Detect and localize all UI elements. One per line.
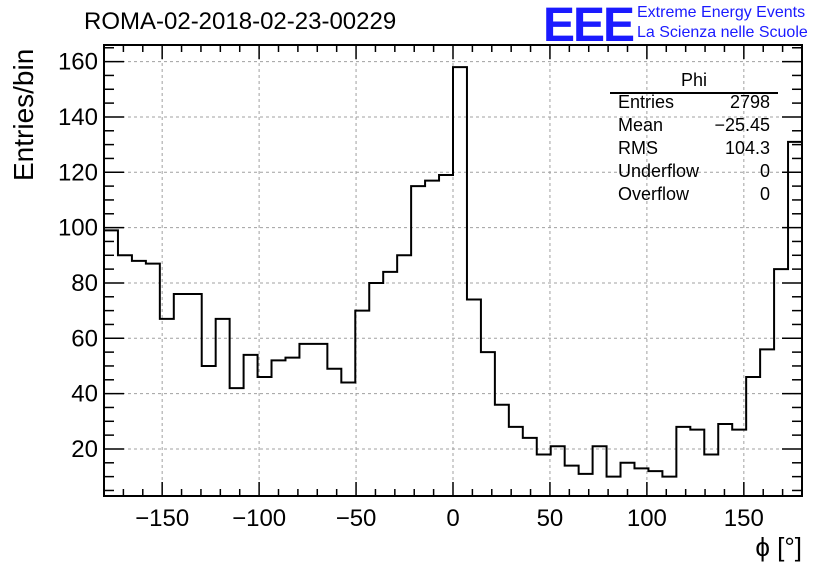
- x-axis-label: ϕ [°]: [755, 532, 802, 562]
- y-tick-label: 140: [58, 104, 98, 131]
- y-tick-label: 160: [58, 49, 98, 76]
- y-tick-label: 120: [58, 159, 98, 186]
- stats-value: 0: [759, 161, 770, 181]
- stats-value: 0: [759, 184, 770, 204]
- x-tick-label: −150: [135, 505, 189, 532]
- stats-value: −25.45: [714, 115, 770, 135]
- y-tick-label: 100: [58, 215, 98, 242]
- x-tick-label: 0: [446, 505, 459, 532]
- stats-key: RMS: [618, 138, 658, 158]
- stats-box-title: Phi: [680, 70, 707, 90]
- y-axis-label: Entries/bin: [8, 48, 39, 181]
- x-tick-label: 150: [724, 505, 764, 532]
- x-tick-label: 100: [627, 505, 667, 532]
- brand-line-1: Extreme Energy Events: [637, 4, 806, 21]
- tick-labels: −150 −100 −50 0 50 100 150 20 40 60 80 100 120 140 160: [58, 49, 764, 532]
- stats-box-divider: [610, 92, 778, 94]
- brand-line-2: La Scienza nelle Scuole: [637, 24, 808, 41]
- y-tick-label: 40: [71, 381, 98, 408]
- axis-ticks: [104, 45, 802, 496]
- y-tick-label: 60: [71, 325, 98, 352]
- y-tick-label: 80: [71, 270, 98, 297]
- x-tick-label: 50: [537, 505, 564, 532]
- histogram-outline: [104, 66, 802, 478]
- stats-key: Overflow: [618, 184, 690, 204]
- stats-key: Mean: [618, 115, 664, 135]
- stats-key: Underflow: [618, 161, 700, 181]
- x-tick-label: −100: [232, 505, 286, 532]
- stats-value: 2798: [729, 92, 770, 112]
- stats-key: Entries: [618, 92, 675, 112]
- plot-frame: [103, 44, 803, 497]
- chart-title: ROMA-02-2018-02-23-00229: [84, 8, 397, 35]
- stats-value: 104.3: [724, 138, 770, 158]
- eee-logo: EEE: [543, 0, 635, 52]
- y-tick-label: 20: [71, 436, 98, 463]
- x-tick-label: −50: [336, 505, 377, 532]
